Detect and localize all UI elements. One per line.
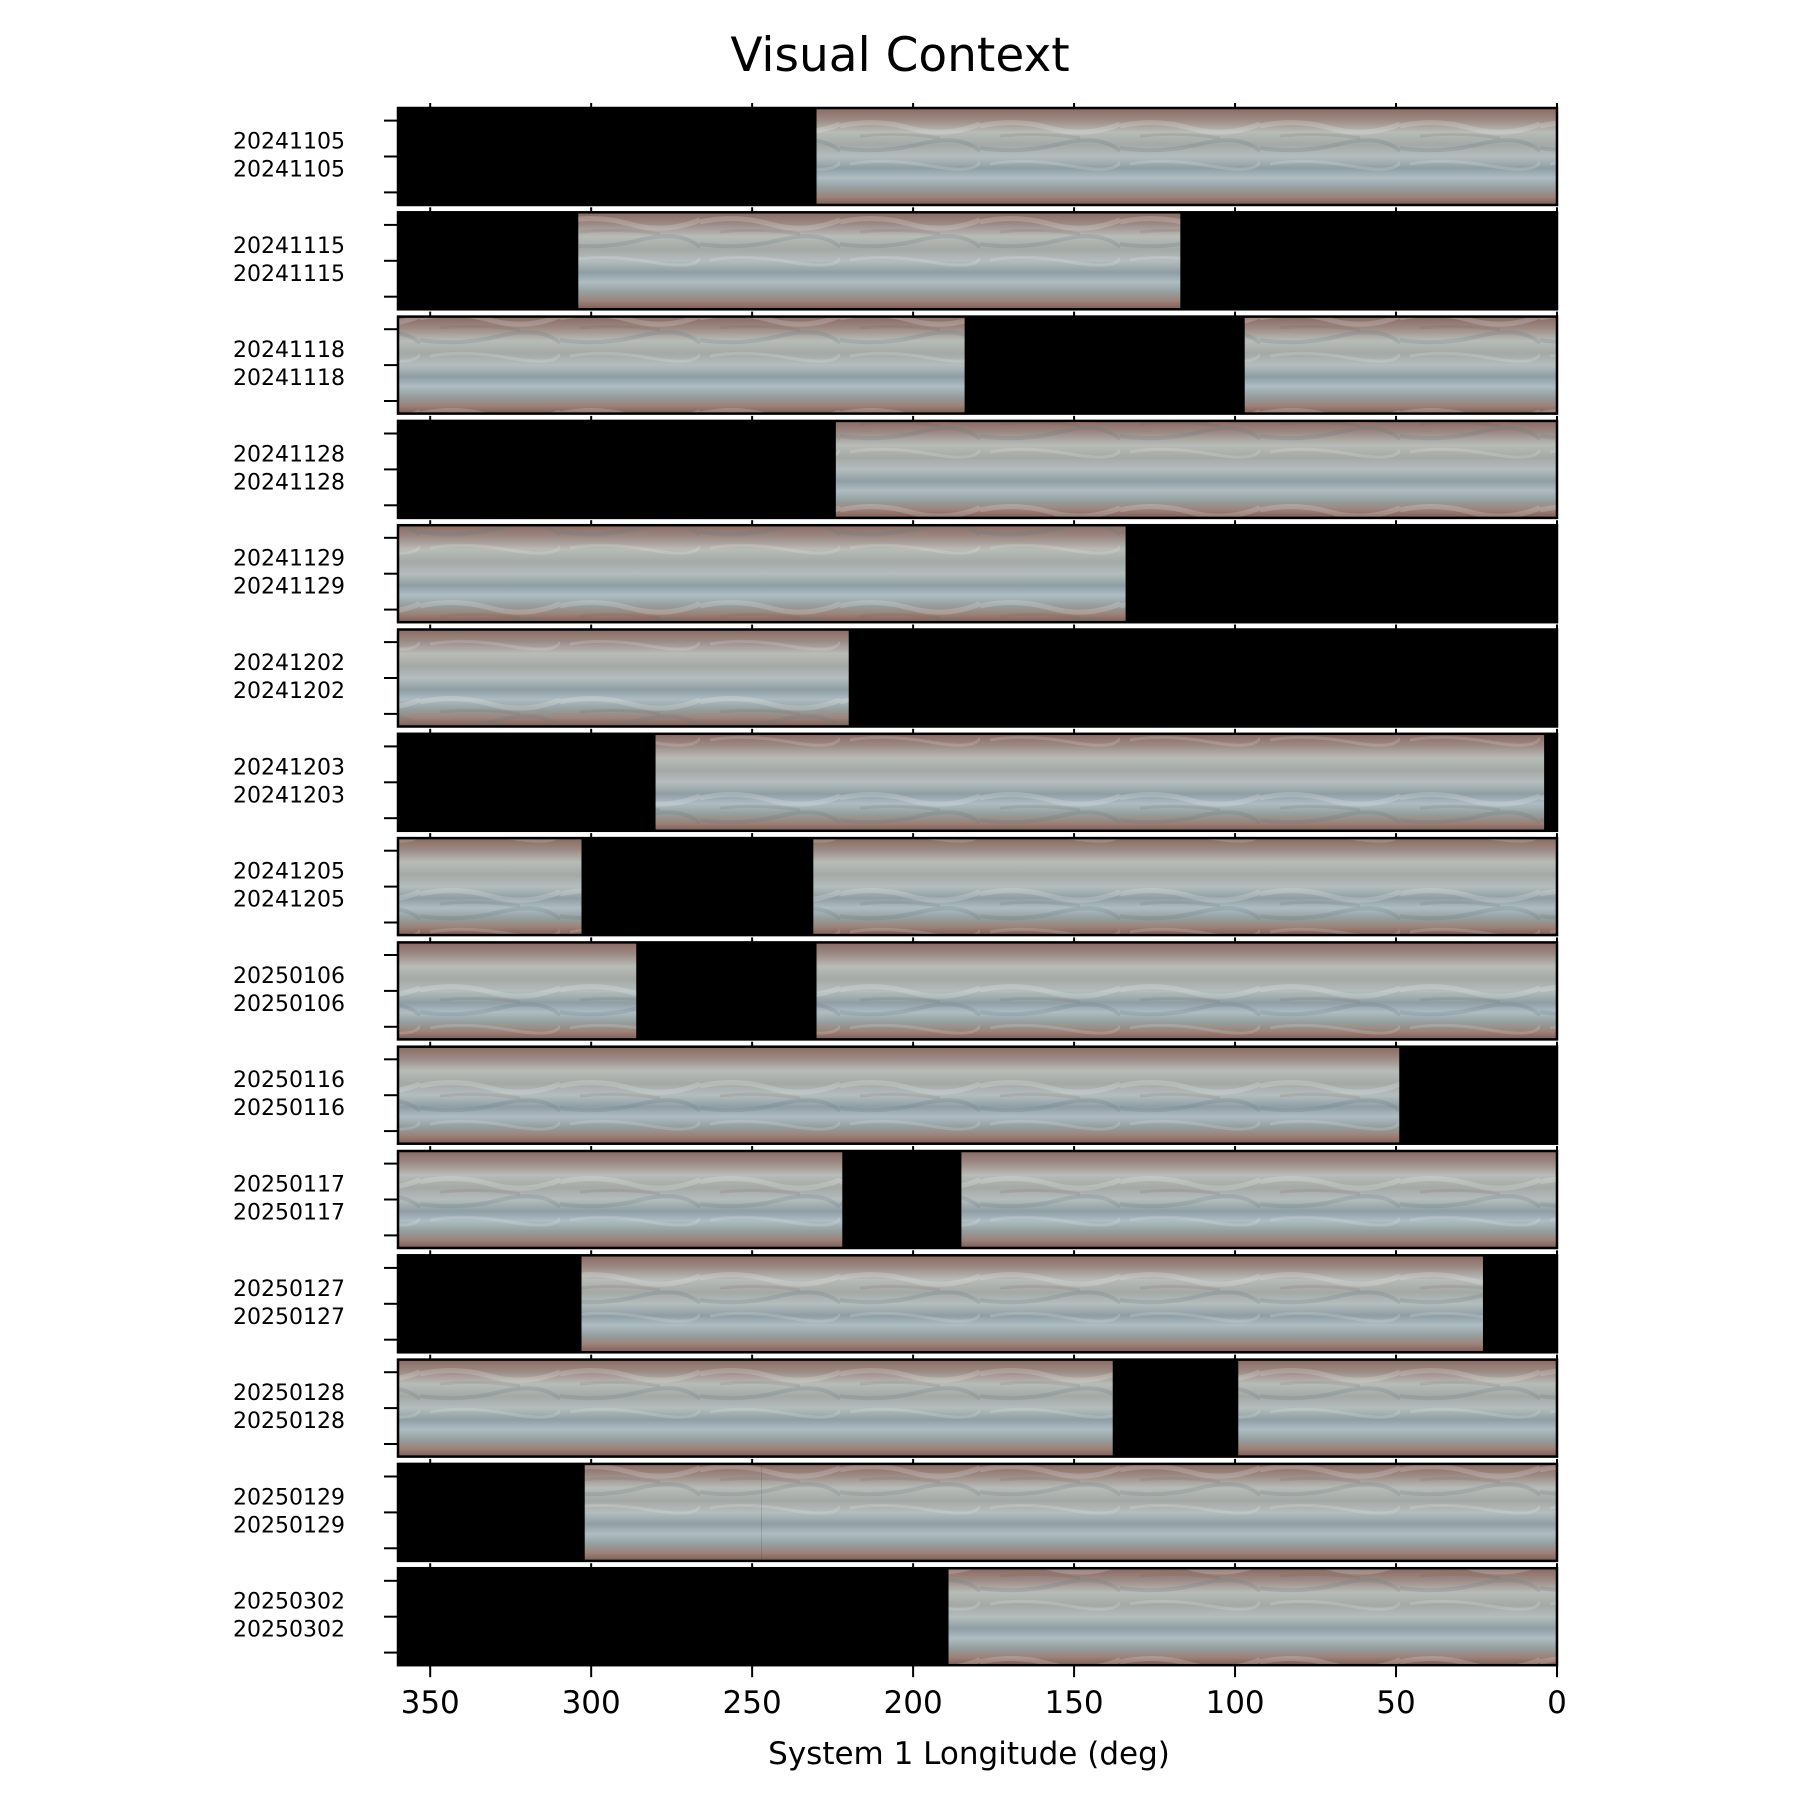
row-date-label: 20250127 [233,1277,345,1302]
x-axis-label: System 1 Longitude (deg) [768,1736,1170,1772]
row-date-label: 20250127 [233,1305,345,1330]
row-date-label: 20250117 [233,1173,345,1198]
chart-title: Visual Context [730,28,1070,83]
row-date-label: 20250116 [233,1096,345,1121]
row-date-label: 20250302 [233,1618,345,1643]
row-panel: 20250116 20250116 [233,1041,1559,1145]
x-tick-label: 150 [1044,1685,1103,1721]
row-panel: 20241128 20241128 [233,415,1559,520]
row-date-label: 20241203 [233,755,345,780]
x-tick-label: 200 [884,1685,943,1721]
coverage-texture [398,838,582,936]
row-date-label: 20241202 [233,679,345,704]
row-panel: 20250302 20250302 [233,1563,1559,1667]
row-date-label: 20241115 [233,262,345,287]
row-panel: 20241129 20241129 [233,520,1559,624]
coverage-texture [398,1151,843,1248]
row-panel: 20241115 20241115 [233,207,1559,311]
row-panel: 20241105 20241105 [233,103,1559,207]
coverage-texture [816,108,1557,205]
row-date-label: 20241205 [233,860,345,885]
row-panel: 20250117 20250117 [233,1146,1559,1250]
row-date-label: 20241202 [233,651,345,676]
row-panel: 20250127 20250127 [233,1250,1559,1354]
row-date-label: 20241205 [233,888,345,913]
row-date-label: 20241128 [233,470,345,495]
row-date-label: 20241118 [233,366,345,391]
coverage-texture [761,1463,1557,1561]
coverage-texture [398,316,965,414]
row-panel: 20250129 20250129 [233,1458,1559,1563]
row-date-label: 20250129 [233,1513,345,1538]
x-tick-label: 100 [1205,1685,1264,1721]
row-date-label: 20241118 [233,338,345,363]
row-panel: 20241118 20241118 [233,311,1559,415]
row-date-label: 20241129 [233,547,345,572]
row-date-label: 20241105 [233,158,345,183]
coverage-texture [578,212,1181,310]
coverage-texture [398,629,849,727]
coverage-texture [398,525,1126,623]
coverage-texture [398,1046,1400,1144]
row-date-label: 20250117 [233,1201,345,1226]
row-panel: 20241205 20241205 [233,833,1559,937]
coverage-texture [813,838,1557,936]
row-date-label: 20241203 [233,783,345,808]
row-panel: 20250128 20250128 [233,1354,1559,1458]
x-tick-label: 350 [401,1685,460,1721]
row-date-label: 20250128 [233,1381,345,1406]
row-panel: 20241202 20241202 [233,624,1559,728]
coverage-texture [398,1359,1113,1457]
coverage-texture [835,420,1557,518]
coverage-texture [1238,1359,1557,1457]
coverage-texture [816,942,1557,1040]
x-tick-label: 50 [1376,1685,1415,1721]
coverage-texture [948,1568,1557,1666]
coverage-texture [1244,316,1557,414]
coverage-texture [398,942,637,1040]
row-date-label: 20250129 [233,1485,345,1510]
coverage-texture [581,1255,1483,1353]
row-date-label: 20241115 [233,234,345,259]
row-date-label: 20250128 [233,1409,345,1434]
row-date-label: 20241129 [233,575,345,600]
x-tick-label: 0 [1547,1685,1567,1721]
row-date-label: 20250106 [233,964,345,989]
row-panel: 20250106 20250106 [233,937,1559,1041]
row-date-label: 20241105 [233,130,345,155]
x-tick-label: 250 [723,1685,782,1721]
x-tick-label: 300 [562,1685,621,1721]
coverage-texture [961,1151,1557,1248]
coverage-texture [584,1463,762,1561]
coverage-texture [655,733,1545,831]
row-date-label: 20250116 [233,1068,345,1093]
row-date-label: 20250106 [233,992,345,1017]
row-date-label: 20241128 [233,442,345,467]
row-panel: 20241203 20241203 [233,728,1559,833]
row-date-label: 20250302 [233,1590,345,1615]
